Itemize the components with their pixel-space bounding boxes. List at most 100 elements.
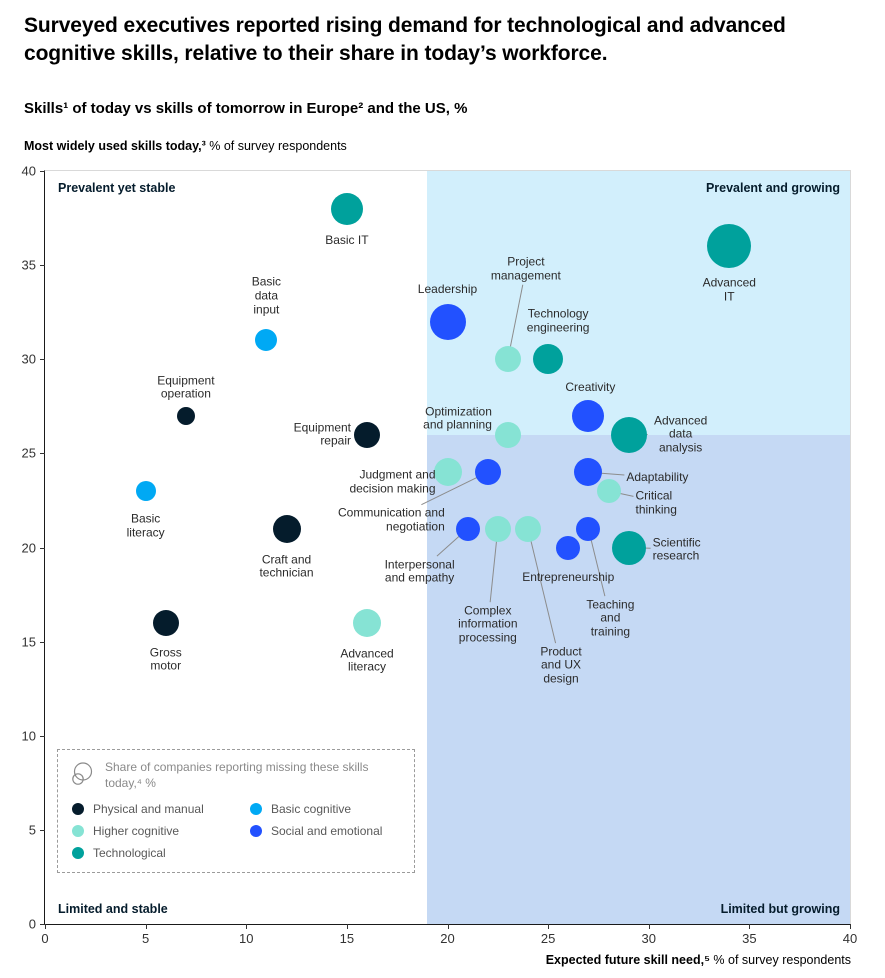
label-product-and-ux-design: Product and UX design bbox=[540, 644, 582, 686]
x-tick-mark bbox=[648, 924, 650, 929]
x-axis-title-rest: % of survey respondents bbox=[709, 953, 851, 967]
legend-item-physical: Physical and manual bbox=[72, 802, 250, 816]
label-creativity: Creativity bbox=[565, 379, 616, 394]
bubble-basic-data-input bbox=[255, 329, 278, 352]
y-tick-mark bbox=[40, 547, 45, 549]
label-advanced-data-analysis: Advanced data analysis bbox=[653, 413, 708, 455]
x-axis-title: Expected future skill need,⁵ % of survey… bbox=[546, 953, 851, 967]
legend-item-basic: Basic cognitive bbox=[250, 802, 402, 816]
legend-label-technological: Technological bbox=[93, 846, 166, 861]
higher-swatch bbox=[72, 825, 84, 838]
y-tick-mark bbox=[40, 829, 45, 831]
quadrant-label-prevalent-yet-stable: Prevalent yet stable bbox=[58, 181, 176, 195]
y-tick-label: 15 bbox=[21, 634, 36, 650]
legend-size-note: Share of companies reporting missing the… bbox=[105, 760, 369, 790]
y-tick-label: 5 bbox=[28, 822, 36, 838]
label-complex-information-processing: Complex information processing bbox=[458, 603, 518, 645]
x-tick-label: 35 bbox=[742, 931, 757, 946]
legend-label-physical: Physical and manual bbox=[93, 802, 204, 817]
y-tick-mark bbox=[40, 641, 45, 643]
y-tick-mark bbox=[40, 171, 45, 172]
y-tick-mark bbox=[40, 735, 45, 737]
bubble-teaching-and-training bbox=[576, 516, 601, 541]
x-tick-mark bbox=[850, 924, 851, 929]
bubble-basic-it bbox=[330, 192, 363, 225]
label-teaching-and-training: Teaching and training bbox=[586, 597, 635, 639]
label-technology-engineering: Technology engineering bbox=[526, 306, 590, 335]
bubble-communication-and-negotiation bbox=[474, 459, 501, 486]
x-tick-label: 10 bbox=[239, 931, 254, 946]
label-equipment-operation: Equipment operation bbox=[157, 373, 215, 401]
bubble-entrepreneurship bbox=[556, 535, 581, 560]
bubble-size-icon bbox=[72, 762, 93, 785]
label-interpersonal-and-empathy: Interpersonal and empathy bbox=[384, 557, 455, 585]
bubble-advanced-it bbox=[707, 224, 752, 269]
bubble-interpersonal-and-empathy bbox=[455, 516, 480, 541]
bubble-adaptability bbox=[574, 458, 603, 487]
y-tick-label: 20 bbox=[21, 540, 36, 555]
bubble-equipment-repair bbox=[354, 421, 380, 448]
x-tick-mark bbox=[246, 924, 248, 929]
bubble-gross-motor bbox=[152, 609, 179, 636]
quadrant-label-limited-but-growing: Limited but growing bbox=[720, 902, 840, 916]
label-leadership: Leadership bbox=[417, 281, 478, 296]
bubble-judgment-and-decision-making bbox=[433, 458, 462, 487]
bubble-creativity bbox=[572, 399, 605, 432]
label-judgment-and-decision-making: Judgment and decision making bbox=[349, 467, 436, 496]
label-gross-motor: Gross motor bbox=[149, 645, 182, 673]
y-axis-title-rest: % of survey respondents bbox=[205, 139, 347, 153]
x-tick-mark bbox=[548, 924, 550, 929]
legend-item-technological: Technological bbox=[72, 846, 250, 860]
x-tick-mark bbox=[45, 924, 46, 929]
y-axis-title: Most widely used skills today,³ % of sur… bbox=[24, 139, 347, 153]
bubble-advanced-literacy bbox=[353, 608, 381, 637]
bubble-complex-information-processing bbox=[484, 515, 511, 542]
x-tick-label: 20 bbox=[440, 931, 455, 946]
y-tick-label: 0 bbox=[28, 916, 36, 932]
basic-swatch bbox=[250, 803, 262, 816]
x-axis-title-bold: Expected future skill need,⁵ bbox=[545, 953, 710, 967]
x-tick-label: 15 bbox=[339, 931, 355, 946]
bubble-chart-plot-area: Basic IT Advanced IT Leadership Project man… bbox=[22, 164, 858, 947]
bubble-technology-engineering bbox=[533, 344, 564, 375]
label-basic-literacy: Basic literacy bbox=[126, 511, 165, 540]
label-critical-thinking: Critical thinking bbox=[635, 488, 677, 517]
legend-item-higher: Higher cognitive bbox=[72, 824, 250, 838]
technological-swatch bbox=[72, 847, 84, 860]
label-entrepreneurship: Entrepreneurship bbox=[522, 569, 615, 584]
x-tick-label: 5 bbox=[142, 931, 150, 946]
x-tick-mark bbox=[749, 924, 751, 929]
bubble-critical-thinking bbox=[596, 479, 621, 504]
bubble-project-management bbox=[494, 346, 521, 373]
label-equipment-repair: Equipment repair bbox=[293, 420, 351, 448]
label-project-management: Project management bbox=[490, 254, 561, 283]
bubble-scientific-research bbox=[611, 530, 646, 565]
legend-item-social: Social and emotional bbox=[250, 824, 402, 838]
label-scientific-research: Scientific research bbox=[652, 534, 701, 563]
legend-box: Share of companies reporting missing the… bbox=[57, 749, 415, 874]
physical-swatch bbox=[72, 803, 84, 816]
legend-label-social: Social and emotional bbox=[271, 824, 383, 839]
x-tick-label: 0 bbox=[41, 931, 49, 946]
y-tick-label: 25 bbox=[21, 445, 36, 461]
y-tick-mark bbox=[40, 924, 45, 925]
label-advanced-literacy: Advanced literacy bbox=[340, 646, 394, 674]
x-tick-label: 40 bbox=[842, 931, 858, 946]
bubble-basic-literacy bbox=[135, 481, 156, 502]
x-tick-label: 25 bbox=[540, 931, 556, 946]
bubble-optimization-and-planning bbox=[494, 421, 521, 448]
bubble-advanced-data-analysis bbox=[610, 416, 647, 453]
label-communication-and-negotiation: Communication and negotiation bbox=[338, 505, 445, 534]
legend-label-higher: Higher cognitive bbox=[93, 824, 180, 839]
label-craft-and-technician: Craft and technician bbox=[259, 552, 314, 580]
y-tick-mark bbox=[40, 265, 45, 267]
label-adaptability: Adaptability bbox=[626, 470, 689, 485]
label-basic-data-input: Basic data input bbox=[251, 275, 282, 317]
x-tick-mark bbox=[145, 924, 147, 929]
legend-categories: Physical and manual Basic cognitive Higher… bbox=[72, 802, 402, 860]
bubble-leadership bbox=[429, 303, 466, 340]
y-tick-label: 40 bbox=[21, 163, 36, 179]
x-tick-mark bbox=[447, 924, 449, 929]
label-optimization-and-planning: Optimization and planning bbox=[423, 404, 492, 432]
